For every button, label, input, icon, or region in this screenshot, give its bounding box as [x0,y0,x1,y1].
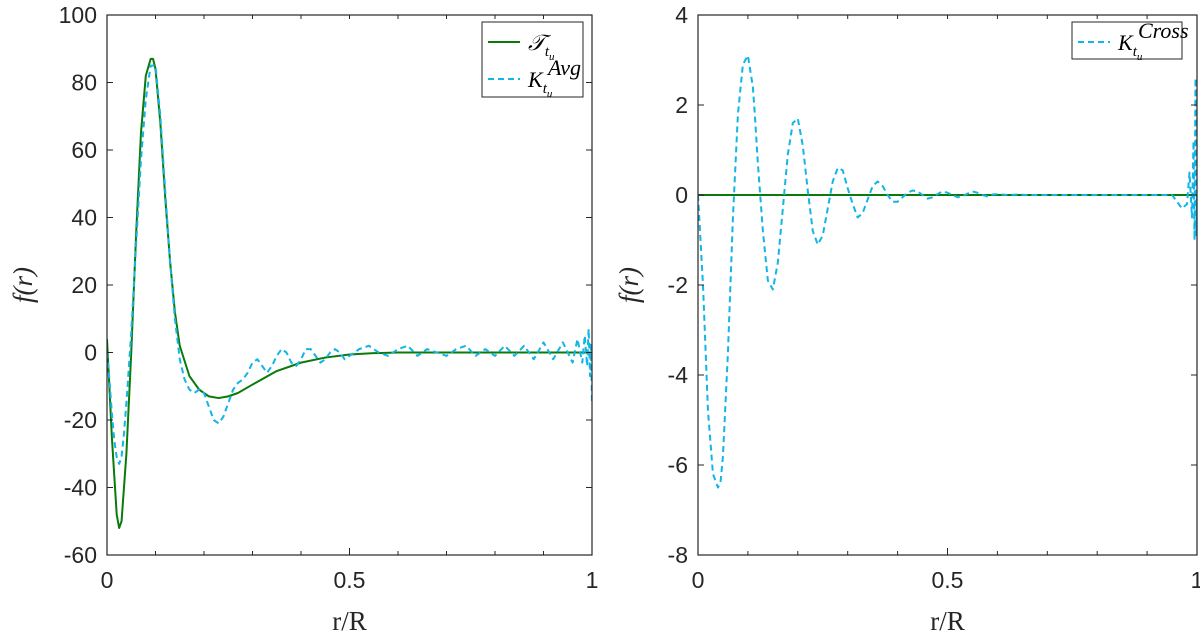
y-tick-label: 0 [675,182,688,208]
legend-main: K [527,67,544,92]
legend-subsubscript: u [549,51,555,63]
y-tick-label: 60 [71,137,97,163]
legend-subsubscript: u [1137,51,1143,63]
legend-subscript: t [545,44,550,60]
legend-box [481,21,584,98]
left-chart-panel: -60 -40 -20 0 20 40 60 80 100 0 0.5 1 r/R f(r) 𝒯tuKtuA… [8,2,598,636]
x-tick-label: 0 [692,567,705,593]
legend-subscript: t [543,81,548,97]
legend-superscript: Avg [546,55,581,80]
y-tick-label: 4 [675,2,688,28]
y-tick-label: 80 [71,70,97,96]
y-tick-label: -20 [64,407,97,433]
x-axis-label: r/R [930,606,965,636]
x-tick-label: 0.5 [334,567,366,593]
y-tick-label: -2 [668,272,688,298]
legend-main: K [1117,30,1134,55]
y-axis-label: f(r) [614,267,644,303]
y-tick-label: 20 [71,272,97,298]
legend-subsubscript: u [547,88,553,100]
legend-subscript: t [1133,44,1138,60]
y-axis-label: f(r) [8,267,38,303]
y-tick-label: -40 [64,475,97,501]
x-tick-label: 0 [101,567,114,593]
legend-label-1: Ktu [527,67,553,100]
y-tick-label: -8 [668,542,688,568]
y-tick-label: 40 [71,205,97,231]
legend-superscript: Cross [1138,18,1189,43]
y-tick-label: 2 [675,92,688,118]
legend-label-0: Ktu [1117,30,1143,63]
legend-box [1071,21,1183,60]
y-tick-label: -4 [668,362,689,388]
x-tick-label: 1 [586,567,599,593]
series-line-0 [107,57,592,529]
y-tick-label: -60 [64,542,97,568]
plot-area [698,15,1197,555]
y-tick-label: 0 [84,340,97,366]
y-tick-label: 100 [59,2,97,28]
series-line-1 [698,54,1197,489]
x-tick-label: 1 [1191,567,1200,593]
plot-area [107,15,592,555]
y-tick-label: -6 [668,452,688,478]
x-axis-label: r/R [332,606,367,636]
x-tick-label: 0.5 [932,567,964,593]
series-line-1 [107,64,592,465]
